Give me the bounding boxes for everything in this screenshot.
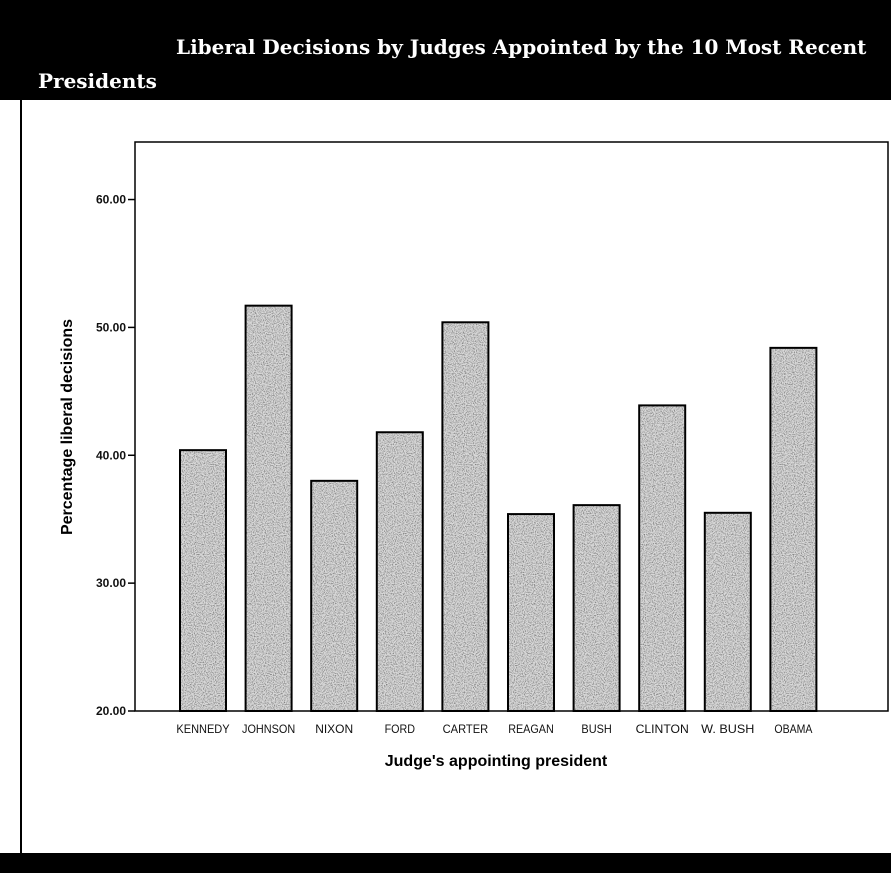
x-tick-label: W. BUSH	[701, 722, 754, 736]
y-tick-label: 40.00	[96, 448, 126, 462]
x-tick-label: FORD	[385, 722, 416, 736]
x-tick-label: KENNEDY	[176, 722, 229, 736]
y-tick-label: 20.00	[96, 704, 126, 718]
bar-texture	[509, 515, 553, 710]
y-axis: 20.00 30.00 40.00 50.00 60.00	[96, 193, 135, 718]
bar-texture	[246, 306, 291, 710]
x-tick-label: BUSH	[581, 722, 611, 736]
x-tick-label: NIXON	[315, 722, 353, 736]
x-tick-label: CLINTON	[636, 722, 689, 736]
bar-texture	[312, 481, 357, 710]
x-tick-label: JOHNSON	[242, 722, 295, 736]
footer-bar	[0, 853, 891, 873]
x-axis-title: Judge's appointing president	[385, 753, 608, 770]
x-tick-label: OBAMA	[774, 722, 812, 736]
y-tick-label: 60.00	[96, 193, 126, 207]
bar-texture	[705, 513, 750, 710]
x-tick-label: REAGAN	[508, 722, 554, 736]
bar-texture	[771, 348, 816, 710]
bar-texture	[377, 433, 422, 710]
chart-title: Liberal Decisions by Judges Appointed by…	[38, 35, 867, 93]
x-tick-label: CARTER	[443, 722, 489, 736]
x-axis: KENNEDY JOHNSON NIXON FORD CARTER REAGAN BUSH C…	[176, 722, 812, 736]
bars-group	[179, 304, 818, 712]
title-banner: Liberal Decisions by Judges Appointed by…	[0, 0, 891, 100]
y-axis-title: Percentage liberal decisions	[59, 319, 76, 535]
bar-texture	[443, 323, 488, 710]
y-tick-label: 30.00	[96, 576, 126, 590]
y-tick-label: 50.00	[96, 320, 126, 334]
bar-texture	[640, 406, 685, 710]
bar-texture	[181, 451, 225, 710]
bar-texture	[574, 506, 619, 710]
